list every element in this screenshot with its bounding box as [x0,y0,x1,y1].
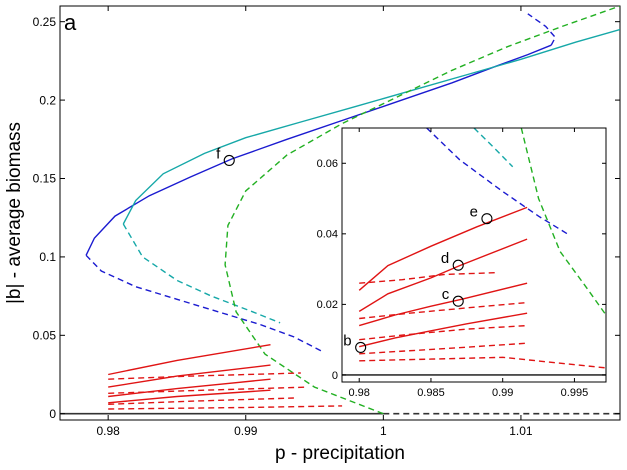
series-inset-red-3 [359,282,528,327]
y-tick-label: 0.04 [317,229,338,241]
series-red-branch-4 [108,389,271,404]
series-inset-red-1 [358,206,528,291]
x-tick-label: 0.98 [349,387,370,399]
y-tick-label: 0.15 [33,172,57,186]
series-inset-red-6 [359,301,528,320]
marker-c-circle [452,295,464,307]
series-red-branch-8 [108,405,343,410]
panel-label: a [64,10,77,35]
series-blue-unstable-upper [527,13,557,46]
main-markers-group: f [216,145,235,167]
x-tick-label: 0.99 [234,424,258,438]
series-red-branch-3 [108,378,271,398]
inset-plot-frame [341,127,607,383]
series-inset-green [520,128,606,316]
inset-ticks-group: 0.98 0.985 0.99 0.995 0 0.02 0.04 0.06 [317,128,606,399]
series-inset-red-5 [359,271,499,284]
x-tick-label: 0.99 [492,387,513,399]
y-tick-label: 0.1 [39,250,56,264]
y-tick-label: 0.06 [317,158,338,170]
marker-e-circle [481,213,493,225]
series-inset-red-9 [359,356,606,369]
marker-d-circle [452,259,464,271]
series-inset-red-8 [359,342,528,355]
inset-plot: e d c b 0.98 0.985 0.99 0.995 0 0.02 0.04 0.06 [317,127,607,399]
y-tick-label: 0.2 [39,93,56,107]
marker-b-label: b [343,332,351,349]
marker-f-circle [223,154,235,167]
series-red-branch-7 [108,397,294,405]
series-clip-group [342,128,606,376]
y-tick-label: 0 [49,407,56,421]
marker-f-label: f [216,145,221,162]
x-tick-label: 0.98 [96,424,120,438]
series-inset-red-7 [359,324,528,341]
main-series-group [60,6,620,415]
x-tick-label: 0.985 [417,387,445,399]
series-cyan-stable [122,28,620,225]
main-plot-frame [59,5,621,421]
series-red-branch-2 [108,364,271,388]
y-tick-label: 0.02 [317,299,338,311]
marker-e-label: e [470,204,478,221]
series-cyan-unstable [122,223,281,324]
marker-b-circle [355,341,367,353]
x-tick-label: 0.995 [561,387,589,399]
y-tick-label: 0.05 [33,329,57,343]
x-tick-label: 1.01 [509,424,533,438]
marker-c-label: c [442,286,450,303]
x-axis-label: p - precipitation [275,443,405,464]
series-blue-unstable [85,254,322,352]
main-plot: f 0.98 0.99 1 1.01 0 0.05 0.1 0.15 0.2 0.25 a p -… [4,5,621,464]
series-red-branch-6 [108,386,308,394]
series-inset-red-4 [359,312,528,348]
series-inset-cyan [473,128,514,168]
series-red-branch-1 [108,344,271,376]
series-inset-blue [426,128,568,235]
inset-background [342,128,606,382]
series-inset-red-2 [358,238,528,312]
marker-d-label: d [441,250,449,267]
series-clip-group [60,6,620,415]
y-tick-label: 0.25 [33,15,57,29]
inset-markers-group: e d c b [343,204,493,353]
y-tick-label: 0 [332,370,338,382]
series-red-branch-5 [108,372,301,380]
main-ticks-group: 0.98 0.99 1 1.01 0 0.05 0.1 0.15 0.2 0.25 [33,6,620,438]
y-axis-label: |b| - average biomass [4,122,25,304]
inset-series-group [342,128,606,376]
x-tick-label: 1 [380,424,387,438]
